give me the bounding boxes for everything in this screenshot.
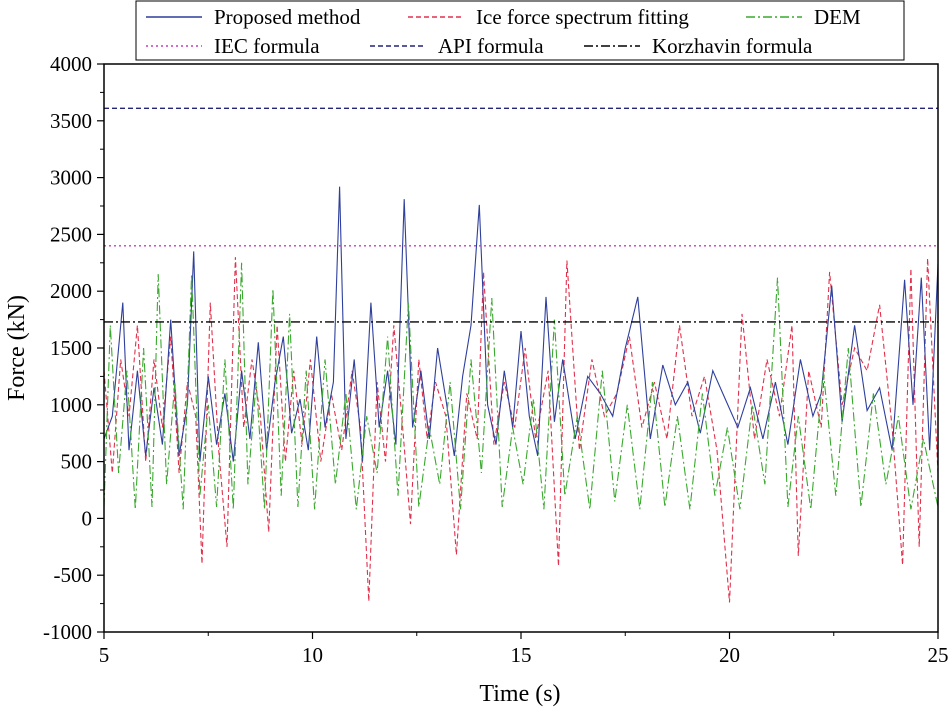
series-line-ice-force-spectrum-fitting [103,257,939,603]
y-tick-label: 4000 [50,52,92,76]
y-tick-label: 3500 [50,109,92,133]
plot-frame [103,63,939,633]
x-tick-label: 15 [511,643,532,667]
legend: Proposed method Ice force spectrum fittin… [135,0,905,61]
y-tick-label: -500 [54,563,93,587]
y-tick-label: -1000 [43,620,92,644]
x-tick-label: 10 [302,643,323,667]
legend-label: Korzhavin formula [652,34,813,58]
series-line-proposed-method [103,186,939,462]
x-axis-title: Time (s) [479,681,560,707]
legend-label: Ice force spectrum fitting [476,5,689,29]
y-tick-label: 1500 [50,336,92,360]
x-tick-label: 5 [99,643,110,667]
y-tick-label: 2000 [50,279,92,303]
legend-label: Proposed method [214,5,361,29]
legend-label: IEC formula [214,34,320,58]
legend-label: DEM [814,5,861,29]
legend-box [135,0,905,61]
y-tick-label: 2500 [50,222,92,246]
plot-lines [103,107,939,603]
axis-ticks: -1000 -500 0 500 1000 1500 2000 2500 3000 3500 400… [43,52,949,667]
y-tick-label: 3000 [50,166,92,190]
y-tick-label: 500 [61,450,93,474]
x-tick-label: 25 [928,643,949,667]
legend-label: API formula [438,34,544,58]
y-tick-label: 0 [82,506,93,530]
series-line-dem [103,262,939,510]
y-tick-label: 1000 [50,393,92,417]
y-axis-title: Force (kN) [4,295,30,401]
x-tick-label: 20 [719,643,740,667]
